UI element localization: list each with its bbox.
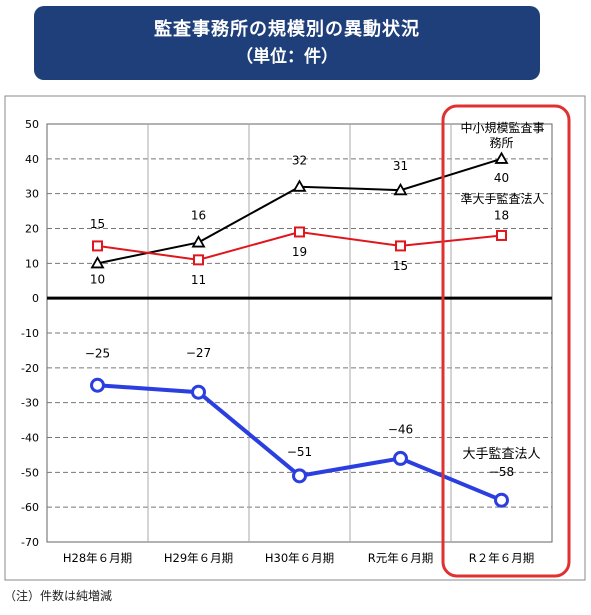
y-tick-label: 30 [25, 188, 39, 201]
y-tick-label: 0 [32, 292, 39, 305]
y-tick-label: 40 [25, 153, 39, 166]
data-label: 18 [494, 208, 509, 222]
y-tick-label: 20 [25, 223, 39, 236]
data-point-square [496, 229, 507, 241]
y-tick-label: 10 [25, 257, 39, 270]
series-label-small-line2: 務所 [489, 136, 513, 150]
y-tick-label: -20 [21, 362, 39, 375]
data-point-circle [191, 384, 206, 400]
data-label: 40 [494, 171, 509, 185]
series-label-mid: 準大手監査法人 [460, 191, 544, 206]
y-tick-label: 50 [25, 118, 39, 131]
x-tick-label: H30年６月期 [265, 551, 334, 565]
series-label-small-line1: 中小規模監査事 [460, 120, 544, 135]
footnote: （注）件数は純増減 [4, 589, 113, 603]
data-label: 15 [90, 217, 105, 231]
data-label: −58 [489, 465, 514, 479]
y-tick-label: -10 [21, 327, 39, 340]
x-tick-label: H28年６月期 [63, 551, 132, 565]
chart-unit-subtitle: （単位：件） [236, 47, 338, 67]
chart-frame [4, 95, 586, 581]
y-tick-label: -50 [21, 466, 39, 479]
data-label: 31 [393, 159, 408, 173]
y-tick-label: -60 [21, 501, 39, 514]
data-point-circle [393, 450, 408, 466]
data-point-circle [292, 468, 307, 484]
y-tick-label: -70 [21, 536, 39, 549]
x-tick-label: R２年６月期 [469, 551, 535, 565]
chart-title-banner: 監査事務所の規模別の異動状況 （単位：件） [34, 6, 540, 80]
data-label: 11 [191, 273, 206, 287]
data-label: −46 [388, 422, 413, 436]
data-label: −27 [186, 346, 211, 360]
data-label: 15 [393, 259, 408, 273]
data-point-triangle [494, 151, 509, 164]
data-point-square [193, 254, 204, 266]
x-tick-label: R元年６月期 [368, 551, 434, 565]
data-label: 32 [292, 154, 307, 168]
data-point-circle [494, 492, 509, 508]
data-label: −25 [85, 346, 110, 360]
data-point-circle [90, 377, 105, 393]
chart-title: 監査事務所の規模別の異動状況 [154, 19, 420, 40]
x-tick-label: H29年６月期 [164, 551, 233, 565]
highlight-frame [441, 104, 571, 578]
data-point-triangle [393, 182, 408, 196]
series-label-big: 大手監査法人 [462, 446, 540, 462]
data-label: −51 [287, 445, 312, 459]
y-tick-label: -40 [21, 432, 39, 445]
data-point-triangle [90, 256, 105, 269]
data-label: 19 [292, 245, 307, 259]
data-point-square [92, 240, 103, 252]
data-point-triangle [292, 179, 307, 192]
data-point-square [395, 240, 406, 252]
data-point-triangle [191, 235, 206, 248]
y-tick-label: -30 [21, 397, 39, 410]
data-label: 16 [191, 208, 206, 222]
data-point-square [294, 226, 305, 238]
data-label: 10 [90, 272, 105, 286]
